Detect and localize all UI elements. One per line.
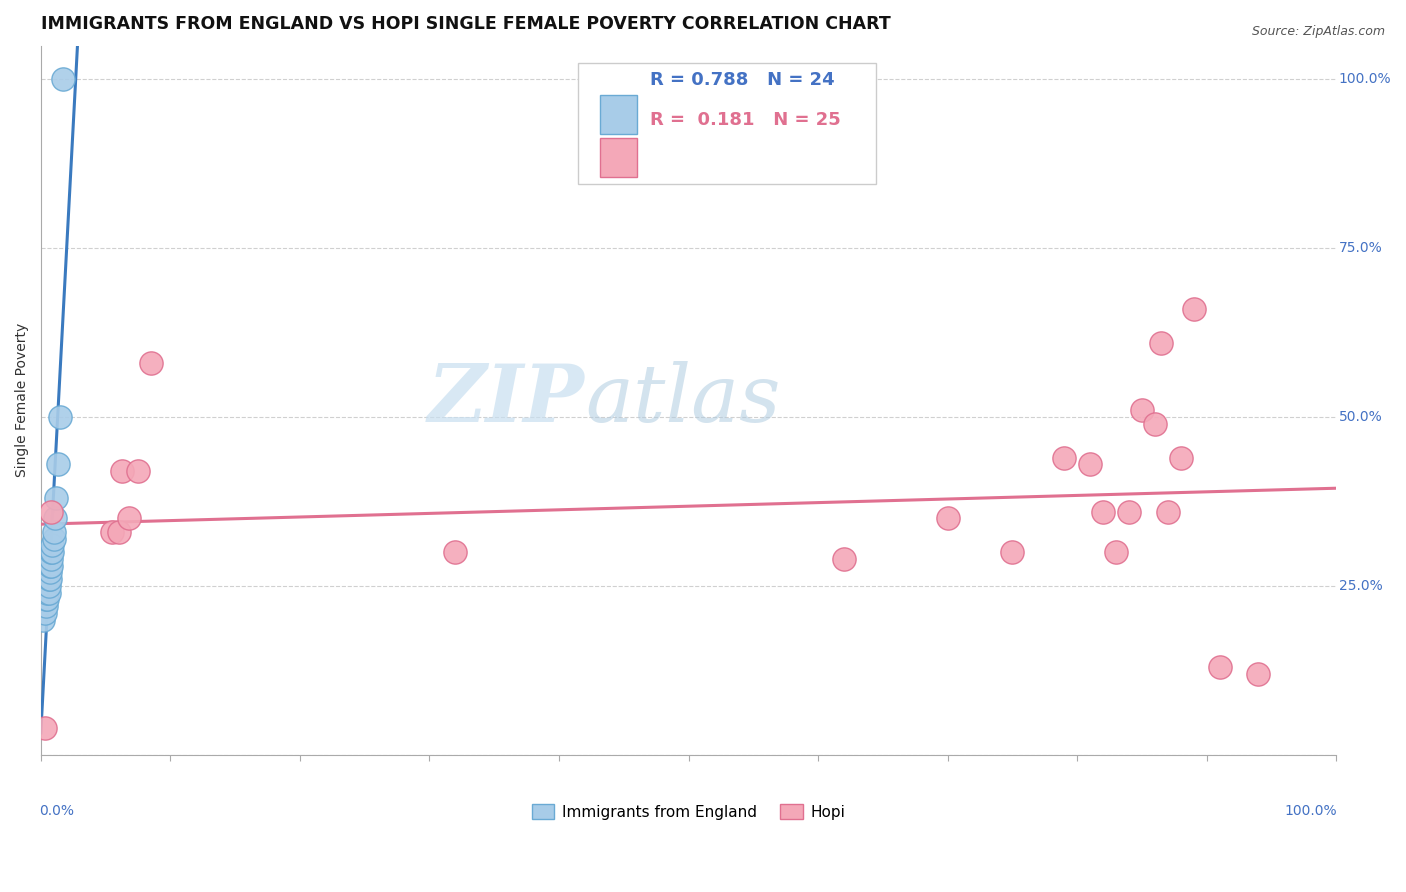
Point bbox=[38, 585, 60, 599]
Point bbox=[35, 592, 58, 607]
Point bbox=[1078, 458, 1101, 472]
Text: 50.0%: 50.0% bbox=[1339, 410, 1382, 424]
FancyBboxPatch shape bbox=[578, 63, 876, 184]
Point bbox=[101, 524, 124, 539]
Text: 0.0%: 0.0% bbox=[39, 805, 75, 819]
Point bbox=[38, 572, 60, 586]
Point bbox=[444, 545, 467, 559]
Point bbox=[45, 491, 67, 505]
Y-axis label: Single Female Poverty: Single Female Poverty bbox=[15, 323, 30, 477]
Point bbox=[1247, 666, 1270, 681]
Point bbox=[1208, 660, 1230, 674]
Text: 100.0%: 100.0% bbox=[1285, 805, 1337, 819]
Point bbox=[1092, 505, 1115, 519]
Point bbox=[34, 606, 56, 620]
Point bbox=[38, 566, 60, 580]
Point bbox=[35, 599, 58, 614]
Point bbox=[49, 410, 72, 425]
Point bbox=[41, 545, 63, 559]
Point bbox=[936, 511, 959, 525]
Point bbox=[832, 552, 855, 566]
Point bbox=[139, 356, 162, 370]
Point bbox=[111, 464, 134, 478]
Point bbox=[39, 552, 62, 566]
Point bbox=[1157, 505, 1180, 519]
Point bbox=[1170, 450, 1192, 465]
Text: ZIP: ZIP bbox=[427, 361, 585, 439]
Point bbox=[39, 545, 62, 559]
Point bbox=[1001, 545, 1024, 559]
Point bbox=[52, 72, 75, 87]
Point bbox=[34, 721, 56, 735]
Bar bbox=[600, 95, 637, 135]
Text: 25.0%: 25.0% bbox=[1339, 579, 1382, 593]
Point bbox=[1105, 545, 1128, 559]
Text: R =  0.181   N = 25: R = 0.181 N = 25 bbox=[650, 112, 841, 129]
Point bbox=[1118, 505, 1140, 519]
Point bbox=[1182, 301, 1205, 316]
Text: R = 0.788   N = 24: R = 0.788 N = 24 bbox=[650, 70, 834, 88]
Point bbox=[1053, 450, 1076, 465]
Point bbox=[38, 572, 60, 586]
Point bbox=[42, 524, 65, 539]
Text: Source: ZipAtlas.com: Source: ZipAtlas.com bbox=[1251, 25, 1385, 38]
Point bbox=[41, 538, 63, 552]
Point bbox=[39, 558, 62, 573]
Point bbox=[1143, 417, 1166, 431]
Point bbox=[38, 558, 60, 573]
Point bbox=[107, 524, 129, 539]
Point bbox=[39, 505, 62, 519]
Bar bbox=[600, 138, 637, 177]
Point bbox=[44, 511, 66, 525]
Point bbox=[37, 585, 59, 599]
Point bbox=[127, 464, 149, 478]
Point bbox=[37, 592, 59, 607]
Title: IMMIGRANTS FROM ENGLAND VS HOPI SINGLE FEMALE POVERTY CORRELATION CHART: IMMIGRANTS FROM ENGLAND VS HOPI SINGLE F… bbox=[41, 15, 890, 33]
Text: 100.0%: 100.0% bbox=[1339, 72, 1392, 87]
Point bbox=[42, 532, 65, 546]
Point bbox=[1150, 335, 1173, 350]
Point bbox=[118, 511, 141, 525]
Text: atlas: atlas bbox=[585, 361, 780, 439]
Point bbox=[38, 579, 60, 593]
Point bbox=[46, 458, 69, 472]
Point bbox=[1130, 403, 1153, 417]
Legend: Immigrants from England, Hopi: Immigrants from England, Hopi bbox=[526, 797, 852, 826]
Point bbox=[32, 613, 55, 627]
Text: 75.0%: 75.0% bbox=[1339, 241, 1382, 255]
